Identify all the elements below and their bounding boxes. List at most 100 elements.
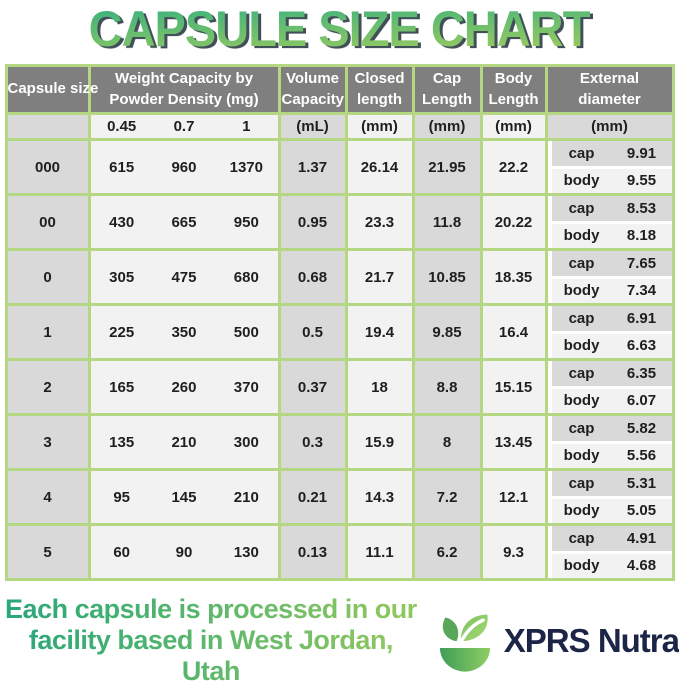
capsule-size-cell: 1 [4, 303, 91, 361]
footer: Each capsule is processed in our facilit… [0, 594, 679, 687]
weight-density-1: 370 [233, 378, 259, 396]
body-diameter-value: 7.34 [626, 282, 657, 300]
volume-capacity-cell: 0.68 [277, 248, 348, 306]
body-length-cell: 18.35 [479, 248, 548, 306]
weight-density-07: 475 [171, 268, 197, 286]
volume-capacity-cell: 0.95 [277, 193, 348, 251]
external-body-row: body 9.55 [551, 168, 672, 193]
external-diameter-cell: cap 9.91 body 9.55 [544, 138, 675, 196]
weight-density-045: 60 [113, 543, 130, 561]
closed-length-cell: 19.4 [344, 303, 415, 361]
body-label: body [563, 172, 600, 190]
col-header-external-diameter: External diameter [544, 64, 675, 115]
external-cap-row: cap 6.35 [551, 361, 672, 386]
leaf-bowl-logo-icon [439, 614, 490, 672]
external-cap-row: cap 7.65 [551, 251, 672, 276]
external-diameter-cell: cap 6.35 body 6.07 [544, 358, 675, 416]
body-length-cell: 9.3 [479, 523, 548, 581]
closed-length-cell: 21.7 [344, 248, 415, 306]
units-capsule-size-empty [4, 112, 91, 141]
capsule-size-table: Capsule size Weight Capacity by Powder D… [4, 64, 675, 581]
cap-label: cap [568, 199, 595, 217]
col-header-closed-length: Closed length [344, 64, 415, 115]
unit-closed: (mm) [344, 112, 415, 141]
capsule-size-cell: 0 [4, 248, 91, 306]
weight-capacity-cell: 430 665 950 [87, 193, 281, 251]
weight-density-045: 225 [109, 323, 135, 341]
cap-diameter-value: 5.82 [626, 419, 657, 437]
capsule-size-cell: 5 [4, 523, 91, 581]
weight-density-07: 260 [171, 378, 197, 396]
page-title-wrap: CAPSULE SIZE CHART [0, 0, 679, 62]
table-row: 3 135 210 300 0.3 15.9 8 13.45 cap 5.82 … [4, 413, 675, 471]
cap-length-cell: 11.8 [411, 193, 483, 251]
footer-tagline: Each capsule is processed in our facilit… [0, 594, 422, 687]
body-length-cell: 13.45 [479, 413, 548, 471]
weight-capacity-cell: 225 350 500 [87, 303, 281, 361]
density-1: 1 [242, 118, 251, 135]
cap-length-cell: 6.2 [411, 523, 483, 581]
weight-density-045: 135 [109, 433, 135, 451]
units-row: 0.45 0.7 1 (mL) (mm) (mm) (mm) (mm) [4, 112, 675, 141]
col-header-weight-capacity: Weight Capacity by Powder Density (mg) [87, 64, 281, 115]
cap-diameter-value: 9.91 [626, 144, 657, 162]
body-diameter-value: 5.05 [626, 502, 657, 520]
cap-diameter-value: 7.65 [626, 254, 657, 272]
weight-density-1: 500 [233, 323, 259, 341]
cap-diameter-value: 6.35 [626, 364, 657, 382]
table-row: 000 615 960 1370 1.37 26.14 21.95 22.2 c… [4, 138, 675, 196]
capsule-size-cell: 000 [4, 138, 91, 196]
table-row: 0 305 475 680 0.68 21.7 10.85 18.35 cap … [4, 248, 675, 306]
weight-density-07: 960 [171, 158, 197, 176]
unit-cap: (mm) [411, 112, 483, 141]
col-header-body-length: Body Length [479, 64, 548, 115]
cap-label: cap [568, 529, 595, 547]
external-diameter-cell: cap 6.91 body 6.63 [544, 303, 675, 361]
cap-label: cap [568, 254, 595, 272]
volume-capacity-cell: 0.13 [277, 523, 348, 581]
footer-tagline-line2: facility based in West Jordan, Utah [28, 625, 393, 687]
body-length-cell: 16.4 [479, 303, 548, 361]
weight-density-1: 1370 [229, 158, 263, 176]
body-diameter-value: 6.63 [626, 337, 657, 355]
table-row: 4 95 145 210 0.21 14.3 7.2 12.1 cap 5.31… [4, 468, 675, 526]
col-header-cap-length: Cap Length [411, 64, 483, 115]
volume-capacity-cell: 1.37 [277, 138, 348, 196]
footer-tagline-line1: Each capsule is processed in our [5, 594, 417, 624]
closed-length-cell: 26.14 [344, 138, 415, 196]
weight-density-045: 165 [109, 378, 135, 396]
weight-density-1: 680 [233, 268, 259, 286]
unit-volume: (mL) [277, 112, 348, 141]
external-diameter-cell: cap 5.31 body 5.05 [544, 468, 675, 526]
header-row: Capsule size Weight Capacity by Powder D… [4, 64, 675, 115]
col-header-capsule-size: Capsule size [4, 64, 98, 115]
cap-label: cap [568, 419, 595, 437]
weight-density-07: 90 [175, 543, 193, 561]
page-title: CAPSULE SIZE CHART [88, 0, 592, 57]
unit-body: (mm) [479, 112, 548, 141]
body-diameter-value: 9.55 [626, 172, 657, 190]
weight-capacity-cell: 305 475 680 [87, 248, 281, 306]
cap-length-cell: 8 [411, 413, 483, 471]
col-header-volume-capacity: Volume Capacity [277, 64, 348, 115]
external-body-row: body 6.63 [551, 333, 672, 358]
weight-density-045: 95 [113, 488, 130, 506]
external-body-row: body 5.05 [551, 498, 672, 523]
external-diameter-cell: cap 5.82 body 5.56 [544, 413, 675, 471]
cap-length-cell: 10.85 [411, 248, 483, 306]
volume-capacity-cell: 0.5 [277, 303, 348, 361]
body-diameter-value: 5.56 [626, 447, 657, 465]
body-length-cell: 12.1 [479, 468, 548, 526]
external-cap-row: cap 5.82 [551, 416, 672, 441]
body-label: body [563, 282, 600, 300]
external-body-row: body 5.56 [551, 443, 672, 468]
external-diameter-cell: cap 7.65 body 7.34 [544, 248, 675, 306]
weight-density-045: 305 [109, 268, 135, 286]
weight-density-045: 430 [109, 213, 135, 231]
weight-capacity-cell: 60 90 130 [87, 523, 281, 581]
body-label: body [563, 447, 600, 465]
capsule-size-cell: 3 [4, 413, 91, 471]
weight-density-1: 950 [233, 213, 259, 231]
table-row: 1 225 350 500 0.5 19.4 9.85 16.4 cap 6.9… [4, 303, 675, 361]
external-cap-row: cap 4.91 [551, 526, 672, 551]
